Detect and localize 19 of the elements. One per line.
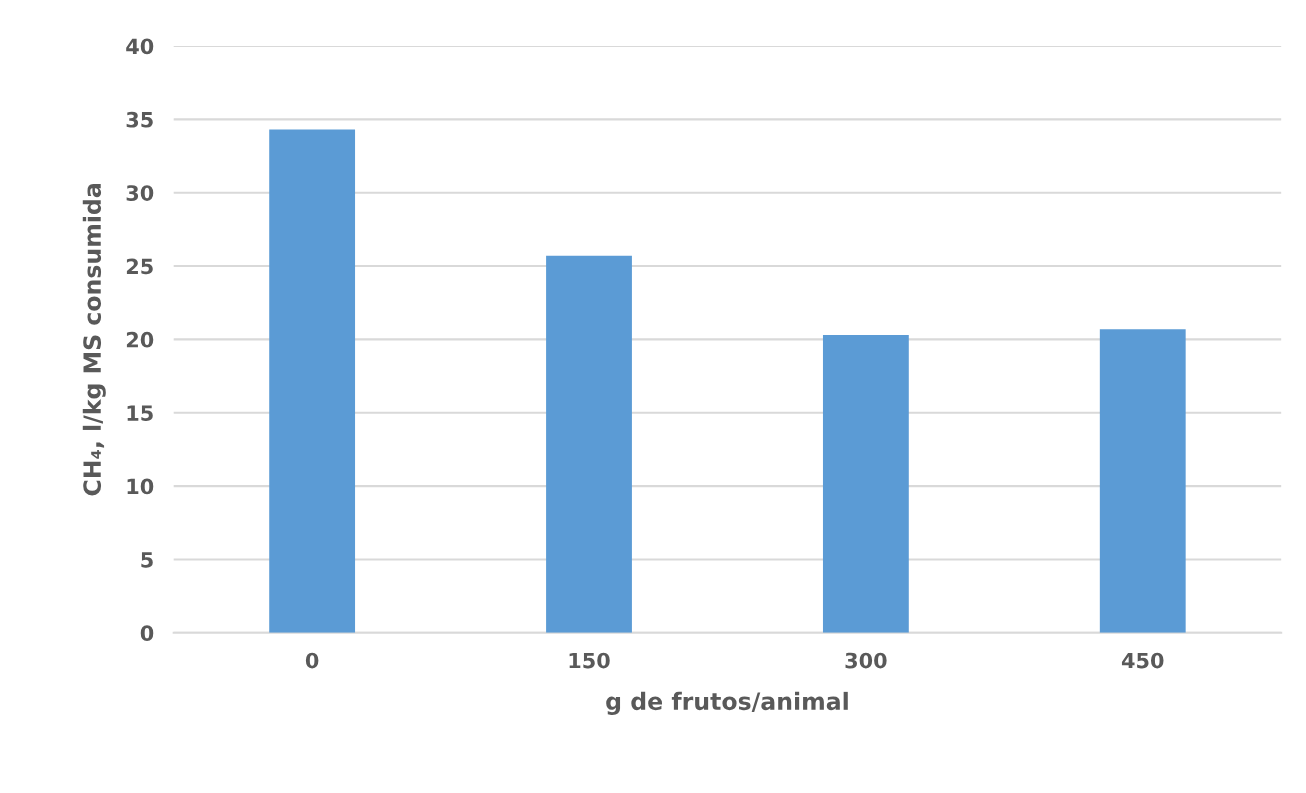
- bar: [546, 255, 632, 633]
- bar: [1099, 329, 1186, 633]
- bar: [269, 129, 356, 633]
- x-tick-label: 150: [569, 652, 610, 669]
- y-tick-label: 35: [126, 111, 153, 128]
- y-tick-label: 5: [141, 552, 153, 568]
- y-tick-label: 0: [140, 625, 154, 642]
- y-tick-label: 15: [127, 405, 153, 421]
- y-tick-label: 30: [126, 185, 154, 201]
- y-tick-label: 25: [126, 258, 153, 275]
- bar: [822, 335, 909, 633]
- x-tick-label: 450: [1121, 652, 1164, 669]
- x-tick-label: 0: [305, 652, 319, 669]
- x-axis-title: g de frutos/animal: [606, 691, 848, 715]
- y-tick-label: 40: [126, 38, 154, 55]
- x-tick-label: 300: [845, 652, 887, 669]
- y-axis-title: CH₄, l/kg MS consumida: [82, 184, 106, 496]
- y-tick-label: 10: [127, 478, 154, 495]
- y-tick-label: 20: [126, 331, 154, 348]
